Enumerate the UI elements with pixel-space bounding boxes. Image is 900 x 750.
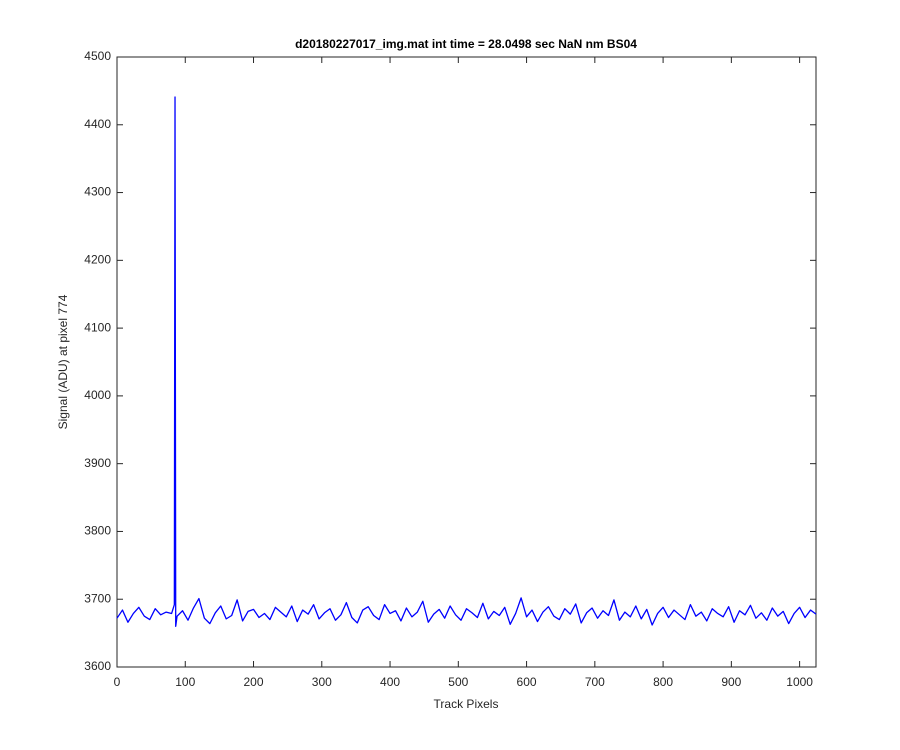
chart-title: d20180227017_img.mat int time = 28.0498 …: [295, 37, 637, 51]
y-tick-label: 4100: [84, 320, 111, 334]
y-tick-label: 4400: [84, 117, 111, 131]
y-tick-label: 4200: [84, 253, 111, 267]
data-line: [116, 96, 817, 627]
x-tick-label: 0: [114, 675, 121, 689]
x-tick-label: 900: [721, 675, 741, 689]
y-tick-label: 3900: [84, 456, 111, 470]
y-axis-label: Signal (ADU) at pixel 774: [56, 294, 70, 429]
x-tick-label: 1000: [786, 675, 813, 689]
x-tick-label: 100: [175, 675, 195, 689]
x-tick-label: 600: [517, 675, 537, 689]
y-tick-label: 4300: [84, 185, 111, 199]
x-tick-label: 300: [312, 675, 332, 689]
y-tick-label: 3600: [84, 659, 111, 673]
y-tick-label: 3800: [84, 524, 111, 538]
x-tick-label: 500: [448, 675, 468, 689]
x-tick-label: 800: [653, 675, 673, 689]
plot-area: [116, 56, 817, 668]
x-axis-label: Track Pixels: [434, 697, 499, 711]
y-tick-label: 4000: [84, 388, 111, 402]
y-tick-label: 3700: [84, 591, 111, 605]
x-tick-label: 700: [585, 675, 605, 689]
y-tick-label: 4500: [84, 49, 111, 63]
x-tick-label: 200: [244, 675, 264, 689]
x-tick-label: 400: [380, 675, 400, 689]
